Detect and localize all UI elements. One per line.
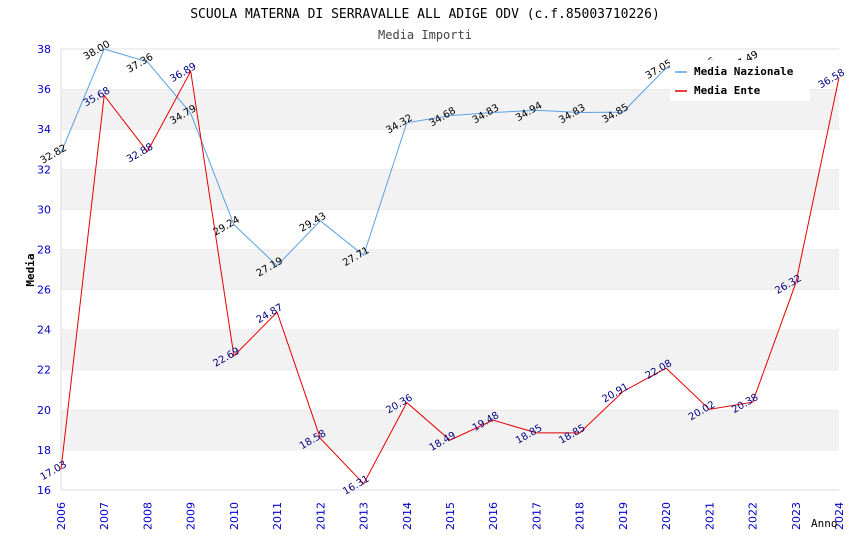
legend-label-nazionale: Media Nazionale [694,65,794,78]
x-tick-label: 2016 [487,502,500,530]
x-tick-label: 2017 [530,502,543,530]
series-lines [60,48,840,485]
x-tick-label: 2015 [444,502,457,530]
x-axis-label: Anno [811,517,838,530]
y-tick-label: 38 [37,43,51,56]
grid-band [61,369,839,410]
x-tick-label: 2024 [833,502,846,530]
y-tick-labels: 16 18 20 22 24 26 28 30 32 34 36 38 [37,43,51,497]
y-tick-label: 20 [37,404,51,417]
grid-band [61,209,839,250]
x-tick-label: 2009 [185,502,198,530]
legend: Media Nazionale Media Ente [670,60,810,101]
x-tick-label: 2008 [141,502,154,530]
grid-band [61,169,839,210]
y-tick-label: 18 [37,444,51,457]
grid-bands [61,48,839,490]
x-tick-label: 2014 [401,502,414,530]
y-tick-label: 30 [37,203,51,216]
y-tick-label: 36 [37,83,51,96]
x-tick-label: 2023 [790,502,803,530]
grid-band [61,129,839,170]
x-tick-label: 2011 [271,502,284,530]
x-tick-label: 2010 [228,502,241,530]
x-tick-label: 2019 [617,502,630,530]
grid-band [61,289,839,330]
y-tick-label: 24 [37,324,51,337]
x-tick-label: 2021 [703,502,716,530]
series-line-nazionale [60,48,753,267]
legend-box [670,60,810,101]
series-line-ente [60,69,840,485]
grid-band [61,249,839,290]
x-tick-label: 2022 [747,502,760,530]
x-tick-label: 2006 [55,502,68,530]
y-tick-label: 28 [37,243,51,256]
legend-label-ente: Media Ente [694,84,761,97]
y-tick-label: 32 [37,163,51,176]
y-tick-label: 16 [37,484,51,497]
grid-band [61,409,839,450]
x-tick-label: 2012 [314,502,327,530]
y-tick-label: 34 [37,123,51,136]
y-tick-label: 26 [37,284,51,297]
y-axis-label: Media [24,253,37,286]
grid-band [61,329,839,370]
x-tick-label: 2018 [574,502,587,530]
chart-title: SCUOLA MATERNA DI SERRAVALLE ALL ADIGE O… [190,7,660,22]
grid-band [61,449,839,490]
x-tick-labels: 2006 2007 2008 2009 2010 2011 2012 2013 2014 2015… [55,502,846,530]
y-tick-label: 22 [37,364,51,377]
x-tick-label: 2013 [358,502,371,530]
chart-subtitle: Media Importi [378,28,472,42]
x-tick-label: 2020 [660,502,673,530]
x-tick-label: 2007 [98,502,111,530]
